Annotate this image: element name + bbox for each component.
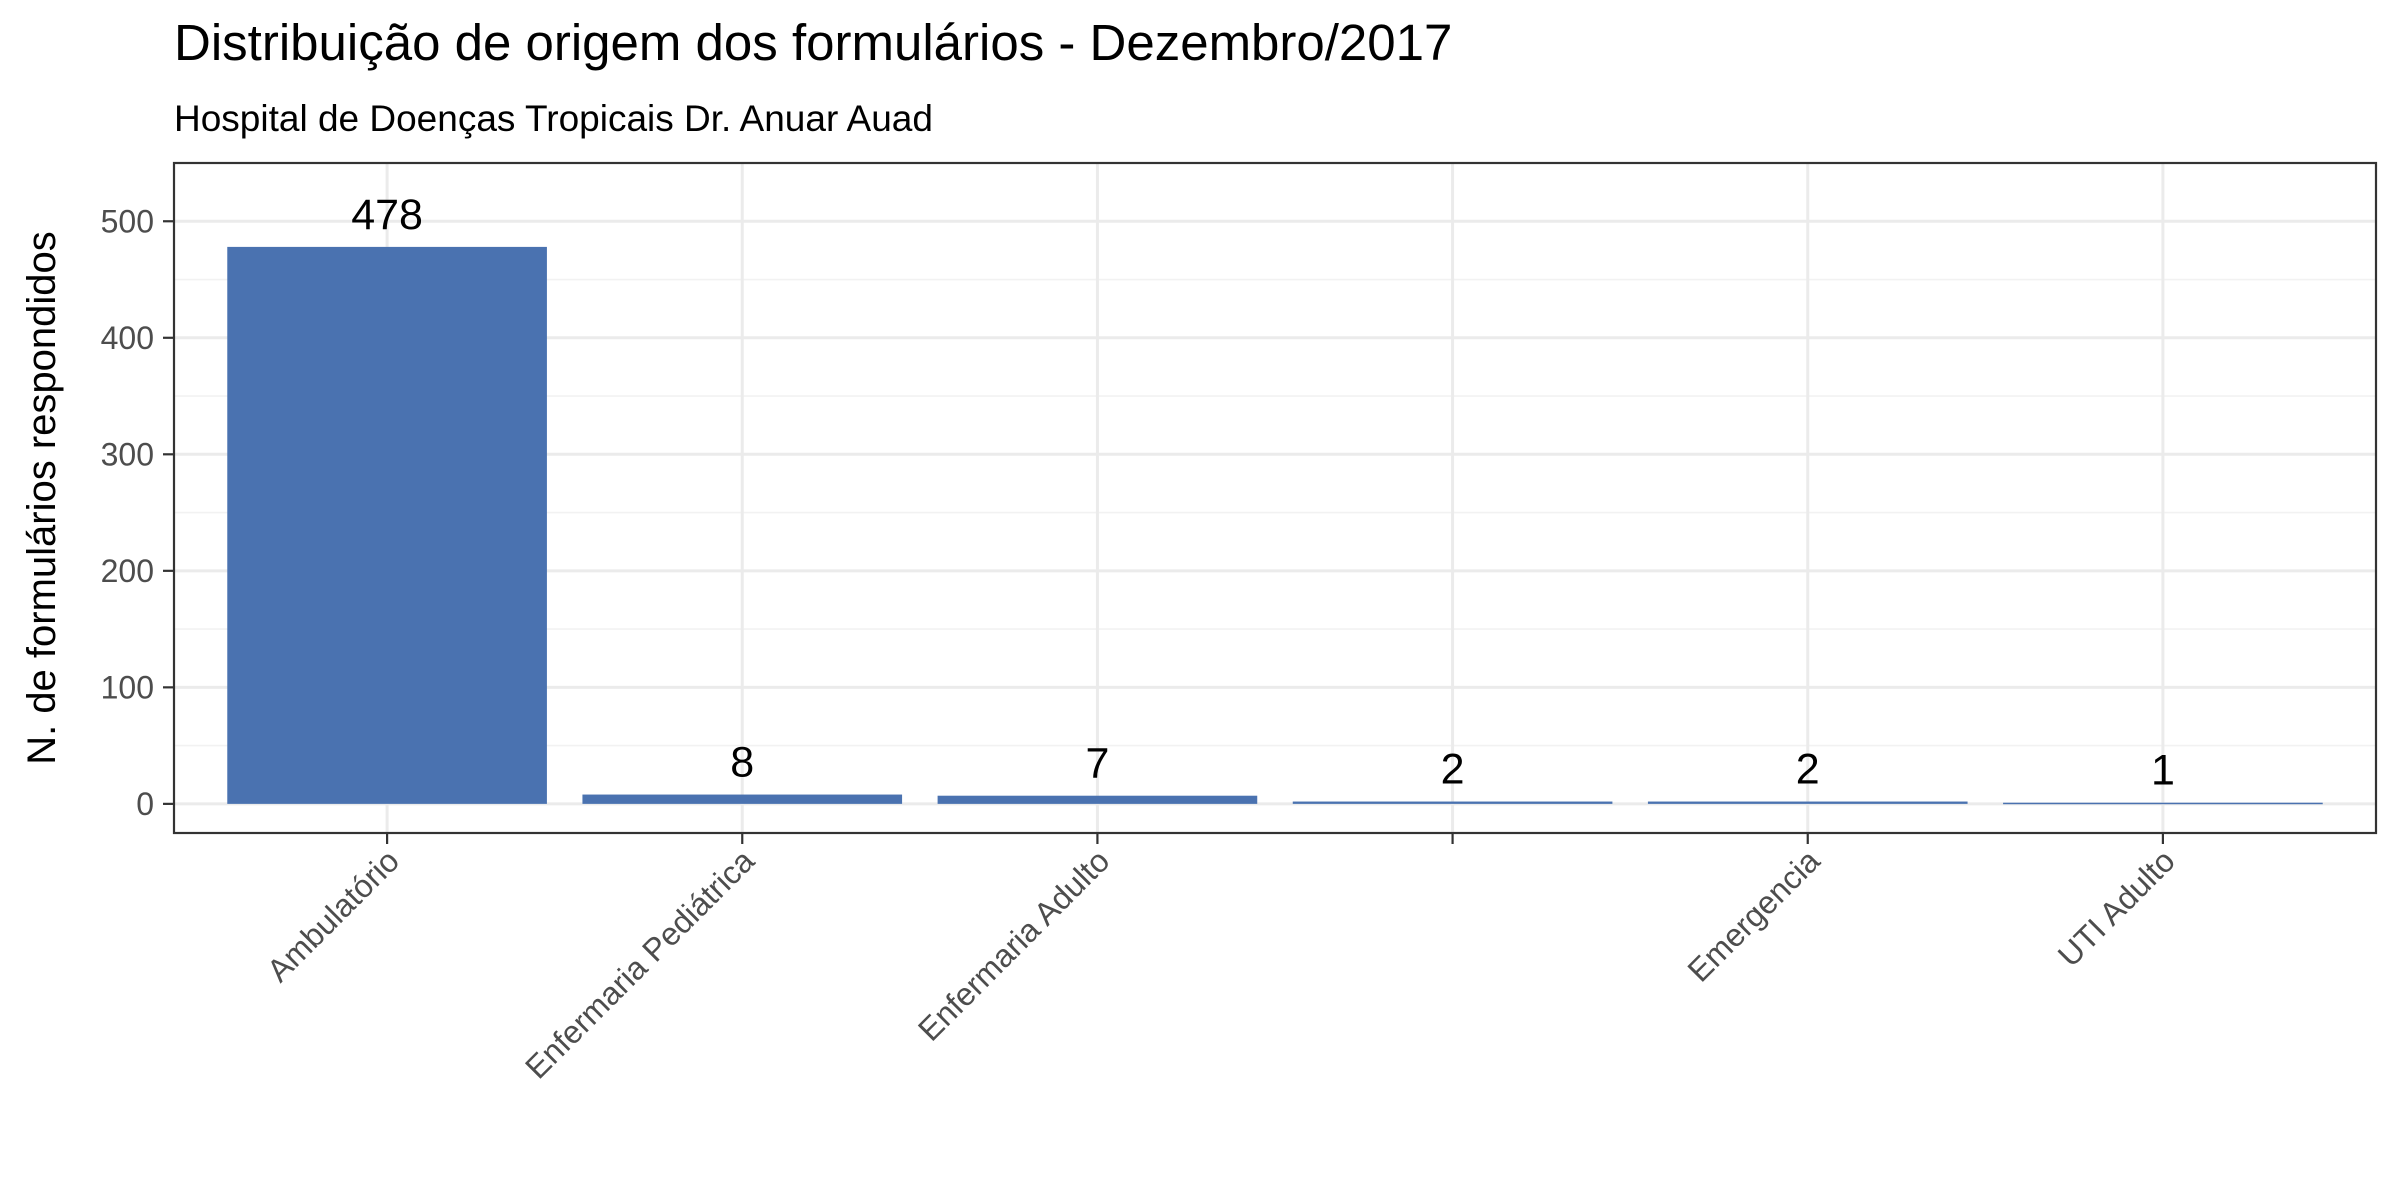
bar (227, 246, 547, 804)
bar (582, 794, 903, 804)
x-tick-label: Enfermaria Pediátrica (518, 842, 761, 1085)
bars (227, 246, 2323, 805)
y-tick-label: 400 (101, 320, 154, 356)
y-tick-label: 200 (101, 553, 154, 589)
x-tick-label: Enfermaria Adulto (911, 842, 1116, 1047)
x-tick-label: Ambulatório (260, 842, 406, 988)
x-axis: Ambulatório Enfermaria Pediátrica Enfermar… (260, 833, 2182, 1086)
bar (1647, 801, 1968, 804)
x-tick-label: UTI Adulto (2051, 842, 2182, 973)
y-axis: 0 100 200 300 400 500 (101, 203, 174, 822)
x-tick-label: Emergencia (1680, 842, 1826, 988)
data-labels: 478 8 7 2 2 1 (351, 191, 2175, 795)
y-tick-label: 0 (136, 786, 154, 822)
plot-panel (172, 161, 2378, 835)
y-tick-label: 300 (101, 436, 154, 472)
data-label: 1 (2151, 747, 2175, 795)
y-tick-label: 100 (101, 669, 154, 705)
bar (937, 795, 1258, 804)
chart-subtitle: Hospital de Doenças Tropicais Dr. Anuar … (174, 98, 933, 139)
bar (2003, 802, 2323, 805)
y-tick-label: 500 (101, 203, 154, 239)
bar (1292, 801, 1613, 804)
data-label: 7 (1085, 740, 1109, 788)
data-label: 8 (730, 739, 754, 787)
data-label: 478 (351, 191, 423, 239)
data-label: 2 (1441, 746, 1465, 794)
y-axis-title: N. de formulários respondidos (20, 231, 64, 765)
chart-title: Distribuição de origem dos formulários -… (174, 14, 1452, 71)
data-label: 2 (1796, 746, 1820, 794)
